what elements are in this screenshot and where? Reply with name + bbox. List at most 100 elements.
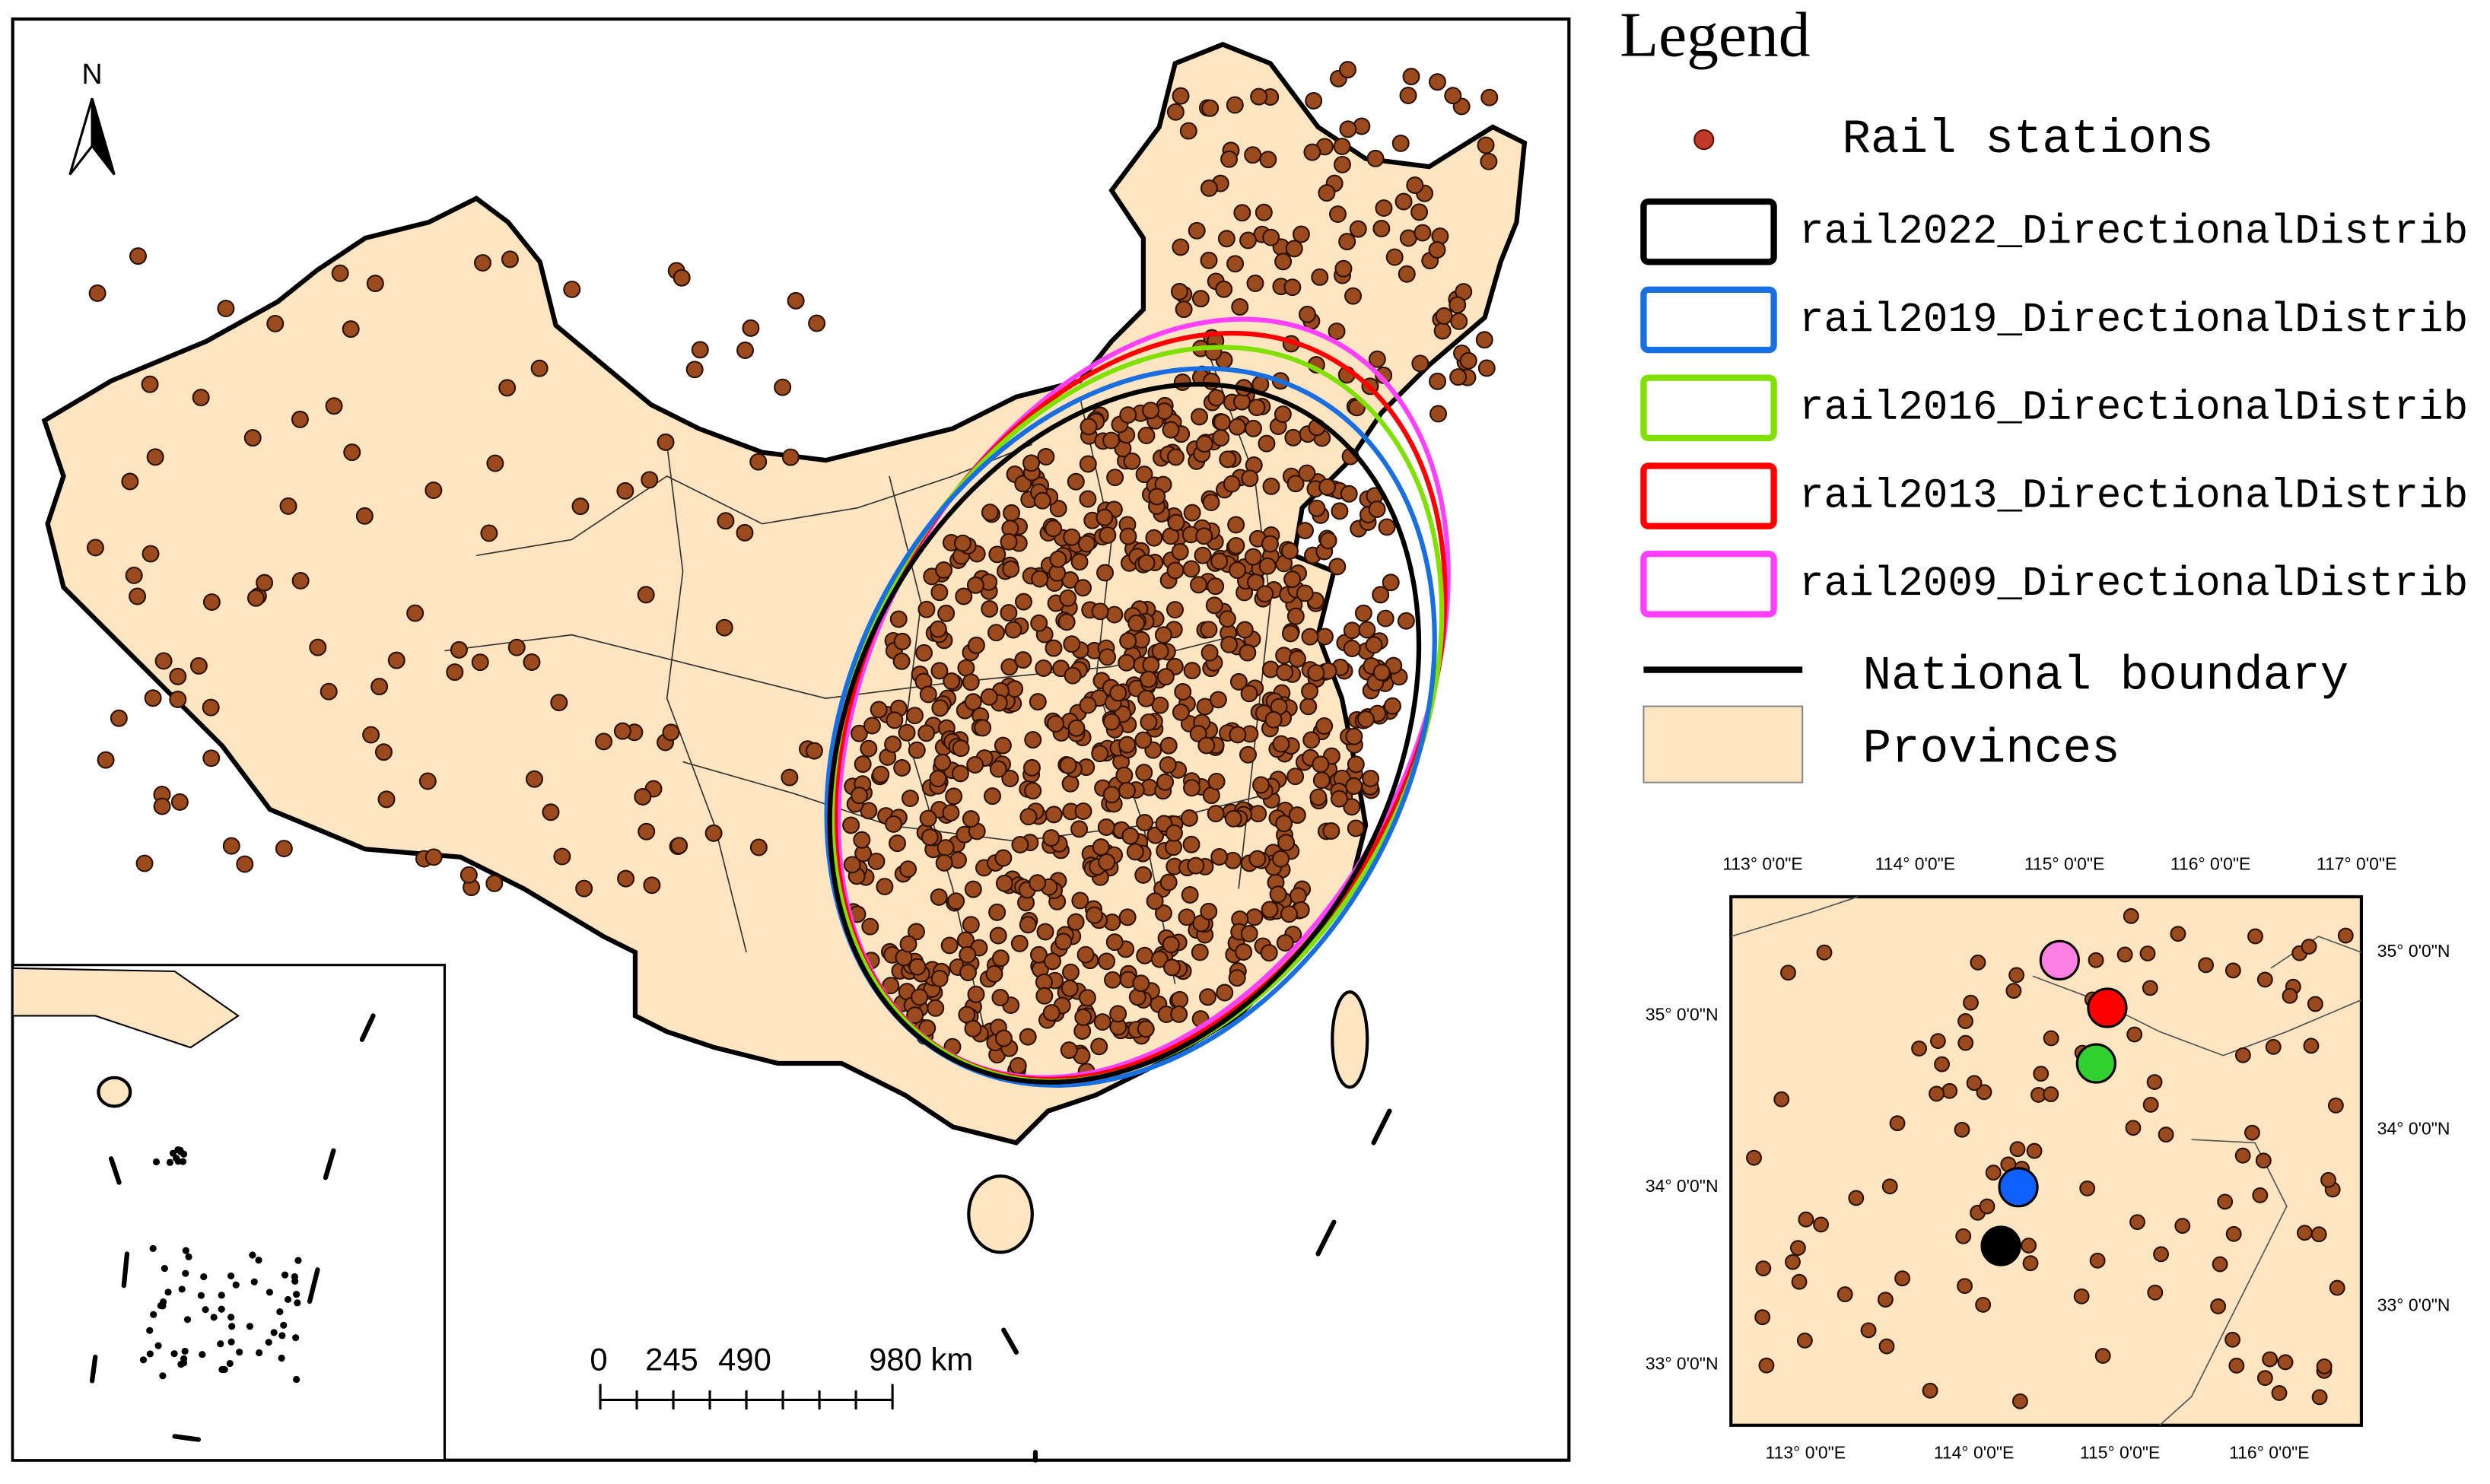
island xyxy=(146,1327,154,1334)
station xyxy=(146,448,164,466)
station xyxy=(1171,542,1189,561)
detail-grid-labels: 113° 0'0"E 114° 0'0"E 115° 0'0"E 116° 0'0"E… xyxy=(1646,853,2450,1462)
station xyxy=(1109,684,1127,702)
station xyxy=(1071,891,1089,910)
station xyxy=(1162,936,1180,954)
station xyxy=(749,838,768,856)
station xyxy=(1132,974,1150,993)
island xyxy=(159,1298,167,1306)
station xyxy=(1090,1038,1108,1056)
province-line xyxy=(1730,896,1859,937)
station xyxy=(613,722,631,740)
station xyxy=(1975,1296,1992,1313)
station xyxy=(1289,887,1307,905)
station xyxy=(1280,542,1299,560)
station xyxy=(1758,1357,1775,1374)
station xyxy=(374,743,393,761)
station xyxy=(507,638,526,656)
station xyxy=(2297,1225,2313,1241)
station xyxy=(1029,874,1047,892)
station xyxy=(1189,724,1207,742)
station xyxy=(192,389,210,407)
station xyxy=(485,874,504,892)
station xyxy=(1276,663,1294,682)
station xyxy=(291,410,309,428)
station xyxy=(1166,601,1184,619)
station xyxy=(1224,809,1242,828)
station xyxy=(1315,628,1334,646)
station xyxy=(2043,1030,2059,1047)
legend-title: Legend xyxy=(1620,0,1810,70)
station xyxy=(943,672,961,690)
station xyxy=(1135,764,1153,782)
station xyxy=(1375,199,1393,218)
station xyxy=(1382,574,1400,592)
station xyxy=(1277,834,1296,852)
station xyxy=(935,561,953,579)
station xyxy=(1339,61,1356,79)
station xyxy=(553,847,571,866)
island xyxy=(139,1356,148,1364)
island xyxy=(169,1149,177,1157)
station xyxy=(1252,776,1270,794)
station xyxy=(1064,666,1082,685)
station xyxy=(1308,499,1326,517)
station xyxy=(1209,691,1227,709)
station xyxy=(964,1019,982,1038)
station xyxy=(854,755,872,774)
station xyxy=(1019,916,1037,934)
station xyxy=(980,688,998,706)
station xyxy=(1307,664,1325,682)
grid-label: 33° 0'0"N xyxy=(1646,1354,1719,1374)
station xyxy=(899,935,917,953)
station xyxy=(1227,516,1245,534)
station xyxy=(937,604,956,622)
station xyxy=(1298,464,1316,482)
station xyxy=(885,815,903,833)
station xyxy=(1338,233,1356,251)
station xyxy=(1239,643,1257,662)
station xyxy=(1127,614,1146,632)
station xyxy=(542,803,560,821)
station xyxy=(1210,848,1229,866)
station xyxy=(2301,939,2317,955)
island xyxy=(182,1270,189,1277)
station xyxy=(1010,934,1029,952)
station xyxy=(1261,901,1279,919)
station xyxy=(1024,782,1042,800)
station xyxy=(1957,1278,1973,1295)
station xyxy=(1179,122,1197,140)
station xyxy=(1003,504,1021,522)
station xyxy=(638,822,656,841)
station xyxy=(1159,756,1177,774)
station xyxy=(987,624,1005,642)
station xyxy=(1074,1008,1092,1026)
station xyxy=(1302,731,1321,749)
station xyxy=(1000,532,1018,551)
legend-swatch xyxy=(1693,129,1715,151)
station xyxy=(1115,766,1134,784)
station xyxy=(2247,928,2263,945)
island xyxy=(154,1342,162,1349)
grid-label: 35° 0'0"N xyxy=(1646,1005,1719,1025)
inset-dashes xyxy=(89,1013,376,1442)
station xyxy=(1229,561,1246,580)
island xyxy=(284,1295,292,1304)
station xyxy=(1929,1085,1945,1102)
station xyxy=(571,497,590,516)
station xyxy=(905,707,924,725)
dash xyxy=(1001,1327,1019,1355)
station xyxy=(2217,1193,2234,1210)
legend-label: rail2013_DirectionalDistrib xyxy=(1799,473,2468,520)
station xyxy=(1261,660,1280,678)
station xyxy=(1286,607,1305,625)
station xyxy=(1286,475,1305,493)
station xyxy=(1199,988,1217,1006)
station xyxy=(450,640,468,659)
station xyxy=(1957,1013,1973,1029)
station xyxy=(981,600,999,618)
ellipse-layer xyxy=(824,316,1451,1088)
station xyxy=(1011,836,1029,853)
station xyxy=(153,797,171,815)
station xyxy=(2310,1226,2327,1243)
